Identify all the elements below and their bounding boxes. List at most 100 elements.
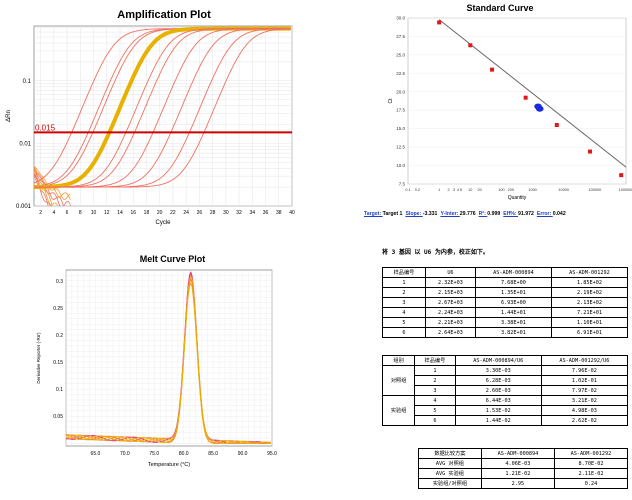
stat-label-5[interactable]: Error:	[536, 211, 553, 217]
stat-label-1[interactable]: Slope:	[405, 211, 423, 217]
standard-curve-plot: 0.1 0.2 1 2 3 4 5 10 20 100 200 1000 10000 100000 1000…	[388, 16, 632, 202]
table-row: 2 6.28E-03 1.02E-01	[383, 375, 629, 386]
y-axis-label: Derivative Reporter (-Rn')	[36, 332, 41, 384]
table-cell: 1.53E-02	[454, 405, 542, 416]
table-cell: 2.60E-03	[454, 385, 542, 396]
table-cell: 6.28E-03	[454, 375, 542, 386]
normalization-note: 将 3 基因 以 U6 为内参，校正如下。	[382, 249, 489, 256]
y-tick-label: 25.0	[396, 52, 405, 57]
melt-curve-3	[65, 275, 271, 444]
standard-point	[619, 173, 624, 178]
y-tick-label: 0.3	[56, 279, 63, 285]
x-tick-label: 1	[438, 188, 440, 192]
table-header-cell: AS-ADM-000894	[480, 448, 555, 459]
x-tick-label: 16	[130, 210, 136, 216]
table-cell: 1	[382, 277, 426, 288]
table-row: 1 2.32E+03 7.68E+00 1.85E+02	[382, 277, 629, 288]
x-tick-label: 14	[117, 210, 123, 216]
table-cell: 5	[414, 405, 456, 416]
y-tick-label: 10.0	[396, 163, 405, 168]
x-tick-label: 90.0	[238, 451, 248, 457]
group-name-cell: 对照组	[381, 365, 416, 396]
table-cell: 3.30E-03	[454, 365, 542, 376]
y-tick-label: 12.5	[396, 145, 405, 150]
x-tick-label: 4	[457, 188, 459, 192]
table-header-row: 组别 样品编号 AS-ADM-000894/U6 AS-ADM-001292/U6	[381, 355, 629, 366]
y-tick-label: 20.0	[396, 89, 405, 94]
stat-value-5: 0.042	[552, 211, 566, 217]
table-row: AVG 实验组 1.21E-02 2.11E-02	[418, 468, 629, 479]
table-header-row: 数据比较方案 AS-ADM-000894 AS-ADM-001292	[418, 448, 629, 459]
y-tick-label: 0.25	[53, 306, 63, 312]
stat-label-0[interactable]: Target:	[364, 211, 383, 217]
table-cell: 2.95	[480, 478, 555, 489]
table-header-row: 样品编号 U6 AS-ADM-000894 AS-ADM-001292	[382, 267, 629, 278]
y-tick-label: 0.01	[19, 141, 31, 147]
plot-area	[407, 17, 627, 185]
table-cell: 6	[382, 327, 426, 338]
x-tick-label: 6	[66, 210, 69, 216]
table-cell: 3	[382, 297, 426, 308]
table-cell: 7.97E-02	[540, 385, 629, 396]
y-tick-label: 0.2	[56, 333, 63, 339]
stat-value-1: -3.331	[422, 211, 438, 217]
x-tick-label: 0.1	[405, 188, 410, 192]
baseline-noise-line	[34, 169, 71, 206]
table-header-cell: AS-ADM-000894/U6	[454, 355, 542, 366]
unknown-point	[535, 105, 544, 112]
stat-label-3[interactable]: R²:	[478, 211, 488, 217]
y-tick-label: 30.0	[396, 16, 405, 21]
x-tick-label: 24	[183, 210, 189, 216]
plot-area	[65, 269, 273, 447]
x-tick-label: 0.2	[415, 188, 420, 192]
table-header-cell: 组别	[381, 355, 416, 366]
x-tick-label: 85.0	[208, 451, 218, 457]
x-tick-label: 28	[210, 210, 216, 216]
table-header-cell: AS-ADM-001292	[550, 267, 629, 278]
x-tick-label: 80.0	[179, 451, 189, 457]
x-tick-label: 1000000	[619, 188, 632, 192]
y-tick-label: 15.0	[396, 126, 405, 131]
x-tick-label: 95.0	[267, 451, 277, 457]
standard-point	[490, 67, 495, 72]
table-cell: 2.24E+03	[424, 307, 476, 318]
y-axis-label: ΔRn	[6, 110, 12, 122]
x-tick-label: 40	[289, 210, 295, 216]
x-tick-label: 65.0	[91, 451, 101, 457]
y-axis-label: Ct	[388, 98, 394, 104]
melt-curve-title: Melt Curve Plot	[139, 254, 206, 264]
x-tick-label: 2	[447, 188, 449, 192]
table-cell: 7.96E-02	[540, 365, 629, 376]
table-row: 3 2.67E+03 6.93E+00 2.13E+02	[382, 297, 629, 308]
x-tick-label: 75.0	[149, 451, 159, 457]
table-cell: 6.91E+01	[550, 327, 629, 338]
x-tick-label: 1000	[528, 188, 536, 192]
y-tick-label: 0.05	[53, 414, 63, 420]
x-tick-label: 10	[468, 188, 472, 192]
table-cell: 2.19E+02	[550, 287, 629, 298]
table-header-cell: 数据比较方案	[418, 448, 482, 459]
x-tick-label: 34	[250, 210, 256, 216]
stat-value-0: Target 1	[382, 211, 403, 217]
stat-label-4[interactable]: Eff%:	[503, 211, 518, 217]
x-tick-label: 2	[39, 210, 42, 216]
standard-point	[468, 43, 473, 48]
standard-point	[588, 149, 593, 154]
melt-curve-plot: 65.0 70.0 75.0 80.0 85.0 90.0 95.0 0.05 0.1 0.15 0…	[36, 269, 277, 468]
table-cell: 1.44E-02	[454, 415, 542, 426]
stat-value-2: 29.776	[459, 211, 476, 217]
y-tick-label: 27.5	[396, 34, 405, 39]
comparison-table: 数据比较方案 AS-ADM-000894 AS-ADM-001292 AVG 对照组 4…	[418, 448, 629, 489]
table-header-cell: U6	[424, 267, 476, 278]
table-cell: 1.10E+01	[550, 317, 629, 328]
table-cell: 1.85E+02	[550, 277, 629, 288]
x-tick-label: 20	[478, 188, 482, 192]
table-header-cell: AS-ADM-000894	[474, 267, 552, 278]
table-row: 3 2.60E-03 7.97E-02	[383, 385, 629, 396]
table-header-cell: AS-ADM-001292	[553, 448, 629, 459]
x-tick-label: 30	[223, 210, 229, 216]
stat-label-2[interactable]: Y-Inter:	[440, 211, 460, 217]
standard-point	[523, 95, 528, 100]
x-tick-label: 32	[236, 210, 242, 216]
